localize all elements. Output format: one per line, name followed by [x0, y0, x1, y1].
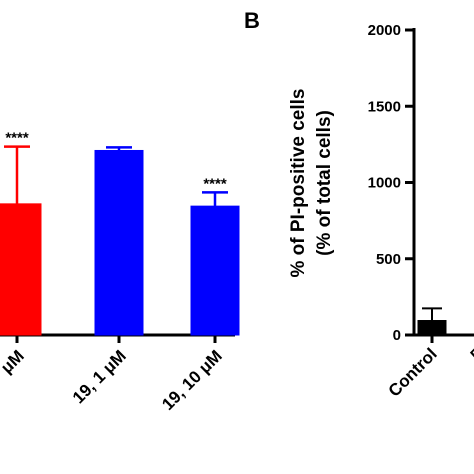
panel-b-category-label: 5: [467, 344, 474, 364]
panel-a-category-label: 19, 10 μM: [158, 346, 226, 414]
panel-a-significance-label: ****: [203, 175, 227, 192]
panel-a-category-label: μM: [0, 346, 28, 377]
panel-b-y-tick-label: 1500: [368, 98, 401, 115]
panel-a-significance-label: ****: [5, 130, 29, 147]
panel-b-y-tick-label: 2000: [368, 22, 401, 39]
panel-b-bar: [417, 320, 447, 336]
panel-b-y-tick-label: 0: [393, 327, 401, 344]
panel-b-letter: B: [244, 8, 260, 33]
y-axis-title-line1: % of PI-positive cells: [288, 89, 309, 278]
panel-b-y-tick-label: 500: [376, 251, 401, 268]
panel-a-category-label: 19, 1 μM: [69, 346, 130, 407]
panel-a-bar: [0, 203, 42, 336]
panel-b-y-tick-label: 1000: [368, 175, 401, 192]
panel-a-bar: [190, 205, 240, 336]
panel-a-bar: [94, 149, 144, 336]
panel-b-category-label: Control: [385, 344, 441, 400]
panel-b-bar-chart: B % of PI-positive cells (% of total cel…: [244, 8, 474, 401]
y-axis-title-line2: (% of total cells): [314, 110, 335, 256]
panel-a-bar-chart: **** μM 19, 1 μM **** 19, 10 μM: [0, 130, 240, 414]
